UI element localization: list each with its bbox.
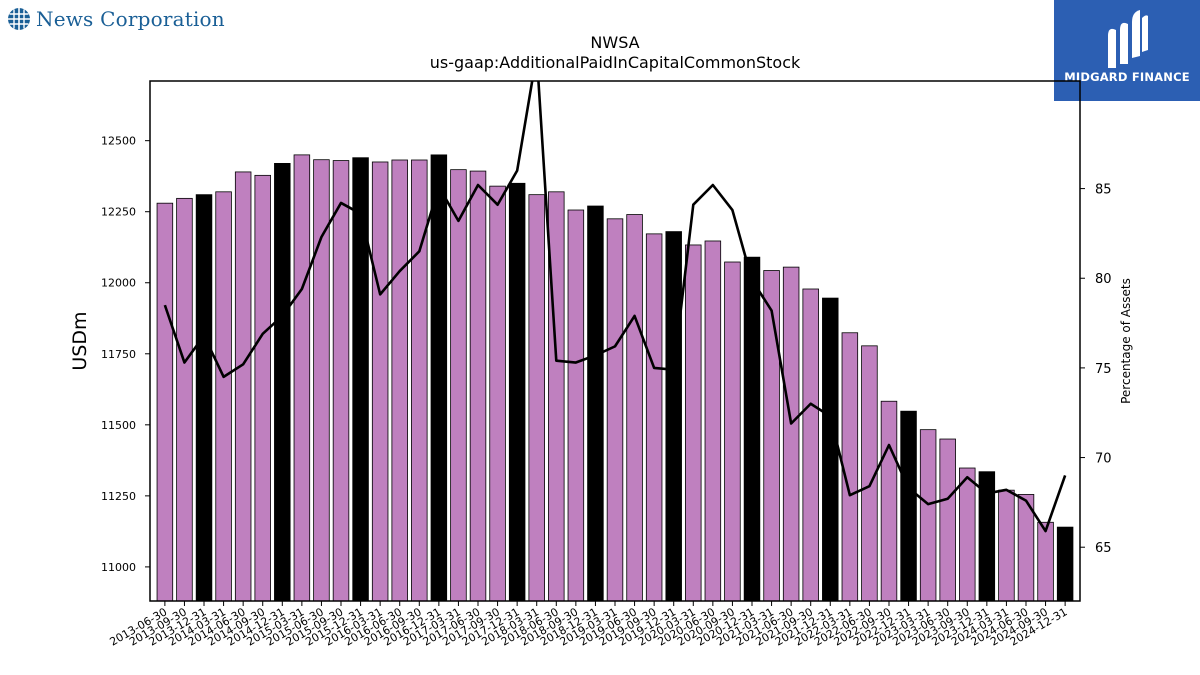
bar bbox=[880, 400, 898, 601]
bar bbox=[802, 288, 819, 601]
bar bbox=[528, 194, 545, 601]
bar bbox=[195, 194, 213, 601]
y2-tick-label: 85 bbox=[1095, 183, 1112, 198]
bar bbox=[861, 345, 878, 601]
brand-logo: MIDGARD FINANCE bbox=[1054, 0, 1200, 101]
bar bbox=[782, 266, 800, 601]
y2-tick-label: 75 bbox=[1095, 362, 1112, 377]
bar bbox=[939, 438, 956, 601]
y-tick-label: 12250 bbox=[101, 206, 136, 219]
y-axis-label: USDm bbox=[69, 311, 91, 370]
bar bbox=[626, 214, 643, 601]
bar bbox=[489, 185, 506, 601]
bar bbox=[978, 471, 996, 601]
chart-title: NWSA bbox=[590, 33, 640, 52]
bar bbox=[254, 174, 271, 601]
bar bbox=[411, 159, 428, 601]
x-axis: 2013-06-302013-09-302013-12-312014-03-31… bbox=[107, 601, 1070, 649]
bar bbox=[293, 154, 311, 601]
bar bbox=[430, 154, 448, 601]
bar bbox=[548, 191, 565, 601]
bar bbox=[313, 159, 330, 601]
bar bbox=[234, 171, 252, 601]
bar bbox=[998, 489, 1015, 601]
brand-name: MIDGARD FINANCE bbox=[1064, 70, 1190, 84]
bar bbox=[1017, 494, 1035, 601]
line-layer bbox=[163, 81, 1067, 533]
bar bbox=[332, 160, 350, 601]
bar bbox=[763, 270, 780, 601]
y-axis: 11000 11250 11500 11750 12000 12250 12500 bbox=[101, 135, 150, 574]
y2-tick-label: 70 bbox=[1095, 452, 1112, 467]
y2-axis: 65 70 75 80 85 bbox=[1080, 183, 1112, 556]
bar bbox=[352, 157, 369, 601]
company-logo: News Corporation bbox=[7, 6, 225, 32]
bars-layer bbox=[156, 154, 1074, 601]
bar bbox=[1037, 521, 1054, 601]
y-tick-label: 12500 bbox=[101, 135, 136, 148]
y-tick-label: 11750 bbox=[101, 348, 136, 361]
bar bbox=[665, 231, 682, 601]
bar bbox=[156, 202, 174, 601]
bar bbox=[919, 429, 937, 601]
bar bbox=[724, 261, 741, 601]
y2-tick-label: 65 bbox=[1095, 541, 1112, 556]
y-tick-label: 12000 bbox=[101, 277, 136, 290]
bar bbox=[900, 410, 917, 601]
bar bbox=[822, 297, 839, 601]
globe-grid-icon bbox=[8, 8, 30, 30]
midgard-m-logo-icon bbox=[1108, 10, 1148, 68]
y-tick-label: 11250 bbox=[101, 490, 136, 503]
bar bbox=[450, 169, 467, 601]
bar bbox=[704, 240, 722, 601]
bar bbox=[274, 162, 291, 601]
percentage-line bbox=[163, 81, 1067, 533]
bar bbox=[215, 191, 232, 601]
bar bbox=[685, 244, 702, 601]
chart-subtitle: us-gaap:AdditionalPaidInCapitalCommonSto… bbox=[429, 53, 801, 72]
bar bbox=[371, 161, 389, 601]
bar bbox=[1056, 526, 1074, 601]
bar bbox=[176, 197, 193, 601]
bar bbox=[959, 467, 976, 601]
y-tick-label: 11000 bbox=[101, 561, 136, 574]
bar bbox=[508, 182, 526, 601]
bar bbox=[391, 159, 408, 601]
y2-axis-label: Percentage of Assets bbox=[1119, 278, 1133, 404]
bar bbox=[645, 233, 663, 601]
company-name: News Corporation bbox=[36, 7, 225, 31]
y-tick-label: 11500 bbox=[101, 419, 136, 432]
bar bbox=[606, 218, 624, 601]
bar bbox=[743, 256, 761, 601]
bar bbox=[587, 205, 604, 601]
bar bbox=[469, 170, 487, 601]
y2-tick-label: 80 bbox=[1095, 272, 1112, 287]
bar bbox=[567, 209, 585, 601]
